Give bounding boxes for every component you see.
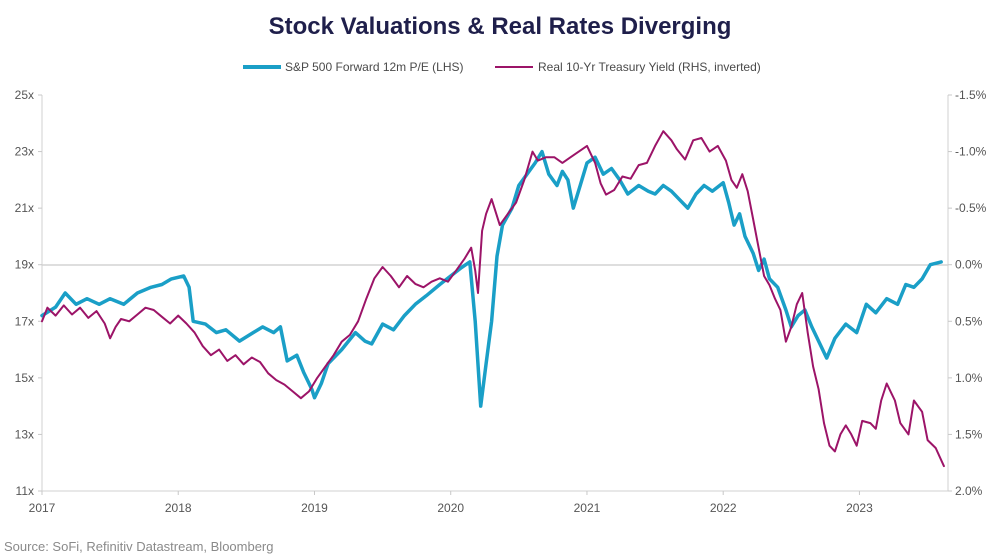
x-tick-label: 2017 xyxy=(29,501,56,515)
series-layer xyxy=(40,130,945,468)
left-tick-label: 17x xyxy=(15,314,34,328)
left-tick-label: 19x xyxy=(15,258,34,272)
legend-label-pe: S&P 500 Forward 12m P/E (LHS) xyxy=(285,60,464,74)
right-tick-label: -0.5% xyxy=(955,201,987,215)
series-line-pe xyxy=(40,149,943,408)
right-tick-label: 1.0% xyxy=(955,371,983,385)
legend: S&P 500 Forward 12m P/E (LHS) Real 10-Yr… xyxy=(243,60,761,74)
right-tick-label: 0.5% xyxy=(955,314,983,328)
right-tick-label: 0.0% xyxy=(955,258,983,272)
left-tick-label: 21x xyxy=(15,201,34,215)
left-tick-label: 15x xyxy=(15,371,34,385)
x-tick-label: 2023 xyxy=(846,501,873,515)
x-tick-label: 2020 xyxy=(437,501,464,515)
x-tick-label: 2019 xyxy=(301,501,328,515)
series-line-real-yield xyxy=(41,130,945,468)
x-tick-label: 2022 xyxy=(710,501,737,515)
right-tick-label: -1.5% xyxy=(955,88,987,102)
right-axis-ticks: -1.5% -1.0% -0.5% 0.0% 0.5% 1.0% 1.5% 2.0% xyxy=(948,88,987,498)
source-note: Source: SoFi, Refinitiv Datastream, Bloo… xyxy=(4,539,274,554)
left-tick-label: 13x xyxy=(15,427,34,441)
left-tick-label: 11x xyxy=(16,484,34,498)
left-tick-label: 25x xyxy=(15,88,34,102)
right-tick-label: 2.0% xyxy=(955,484,983,498)
x-axis-ticks: 2017 2018 2019 2020 2021 2022 2023 xyxy=(29,491,873,515)
right-tick-label: 1.5% xyxy=(955,427,983,441)
x-tick-label: 2021 xyxy=(574,501,601,515)
x-tick-label: 2018 xyxy=(165,501,192,515)
left-axis-ticks: 11x 13x 15x 17x 19x 21x 23x 25x xyxy=(15,88,42,498)
right-tick-label: -1.0% xyxy=(955,145,987,159)
left-tick-label: 23x xyxy=(15,145,34,159)
legend-label-real-yield: Real 10-Yr Treasury Yield (RHS, inverted… xyxy=(538,60,761,74)
chart-title: Stock Valuations & Real Rates Diverging xyxy=(269,13,732,40)
